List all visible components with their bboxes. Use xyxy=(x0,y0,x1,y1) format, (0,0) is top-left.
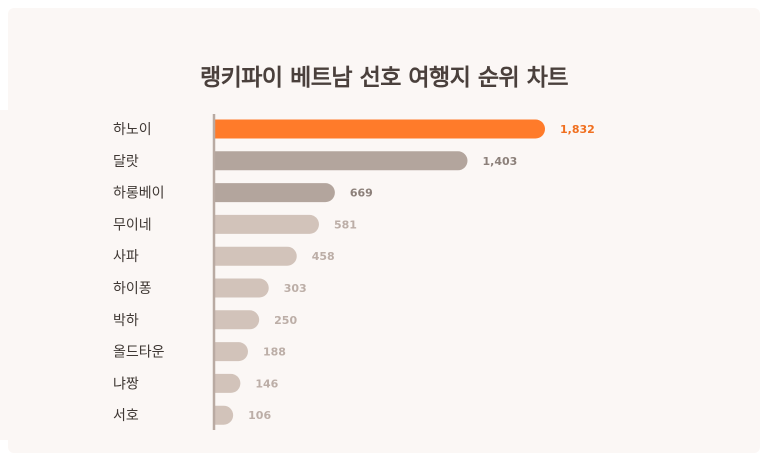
value-label: 669 xyxy=(350,187,373,200)
value-label: 146 xyxy=(255,377,278,390)
value-label: 303 xyxy=(284,282,307,295)
bar-5 xyxy=(204,278,269,298)
category-label: 무이네 xyxy=(113,217,152,233)
value-label: 1,832 xyxy=(560,123,595,136)
value-label: 1,403 xyxy=(482,155,517,168)
category-label: 하이퐁 xyxy=(113,281,152,297)
value-label: 188 xyxy=(263,346,286,359)
category-label: 사파 xyxy=(113,249,139,265)
bar-2 xyxy=(204,183,335,203)
category-label: 하롱베이 xyxy=(113,186,165,202)
value-label: 458 xyxy=(312,250,335,263)
category-label: 서호 xyxy=(113,408,139,424)
bar-3 xyxy=(204,214,319,234)
bar-4 xyxy=(204,246,297,266)
value-label: 106 xyxy=(248,409,271,422)
bar-1 xyxy=(204,151,468,171)
category-label: 박하 xyxy=(113,313,139,329)
category-label: 냐짱 xyxy=(113,376,139,392)
value-label: 581 xyxy=(334,218,357,231)
category-label: 하노이 xyxy=(113,122,152,138)
category-label: 달랏 xyxy=(113,154,139,170)
chart-title: 랭키파이 베트남 선호 여행지 순위 차트 xyxy=(199,65,569,91)
category-label: 올드타운 xyxy=(113,345,165,361)
value-label: 250 xyxy=(274,314,297,327)
bar-0 xyxy=(204,119,545,139)
axis-mask xyxy=(0,110,213,440)
bar-6 xyxy=(204,310,260,330)
